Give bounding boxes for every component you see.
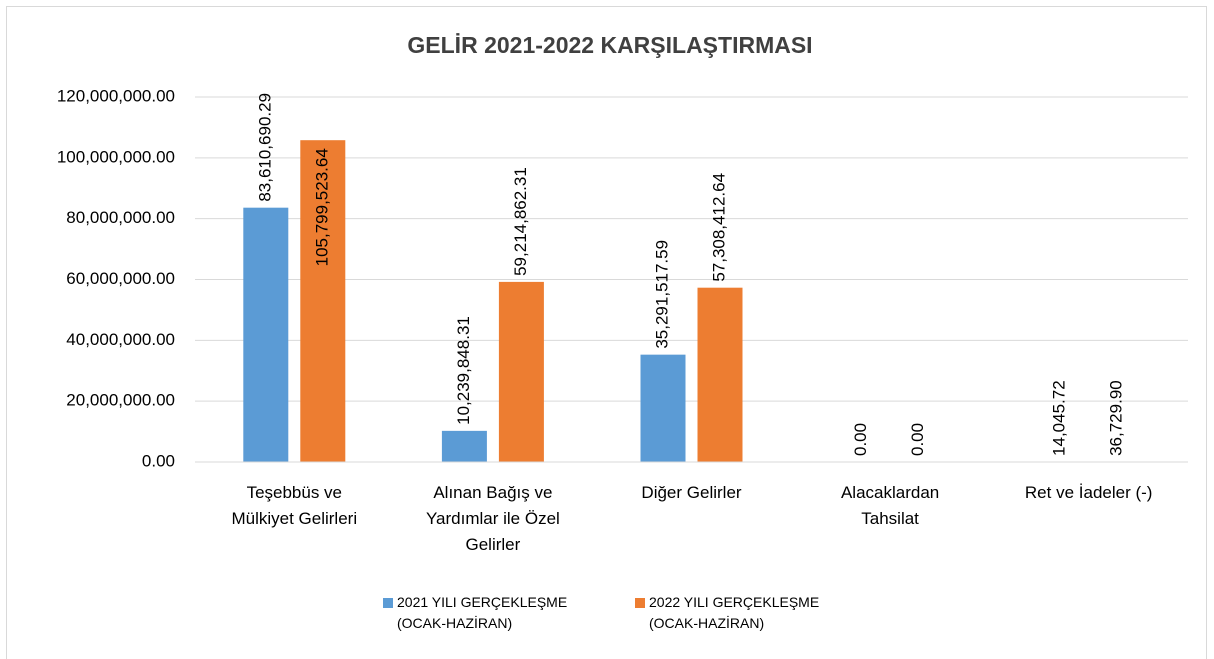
data-label: 10,239,848.31 <box>454 316 473 425</box>
y-tick-label: 80,000,000.00 <box>66 208 175 227</box>
legend-label: 2022 YILI GERÇEKLEŞME (OCAK-HAZİRAN) <box>649 594 820 631</box>
bar <box>697 287 743 462</box>
data-label: 0.00 <box>851 423 870 456</box>
bar <box>300 140 346 462</box>
x-tick-label: Alınan Bağış ve Yardımlar ile Özel Gelir… <box>425 483 560 554</box>
y-tick-label: 120,000,000.00 <box>57 86 175 105</box>
data-label: 105,799,523.64 <box>312 148 331 266</box>
x-tick-label: Diğer Gelirler <box>641 483 742 502</box>
x-tick-label: Ret ve İadeler (-) <box>1024 483 1153 502</box>
y-tick-label: 60,000,000.00 <box>66 269 175 288</box>
bar <box>243 207 289 462</box>
y-tick-label: 40,000,000.00 <box>66 330 175 349</box>
data-label: 36,729.90 <box>1107 380 1126 456</box>
legend-swatch <box>635 598 645 608</box>
x-tick-label: Teşebbüs ve Mülkiyet Gelirleri <box>231 483 358 528</box>
legend-label: 2021 YILI GERÇEKLEŞME (OCAK-HAZİRAN) <box>397 594 568 631</box>
y-tick-label: 0.00 <box>142 451 175 470</box>
data-label: 57,308,412.64 <box>709 173 728 282</box>
bar <box>640 354 686 462</box>
chart-title: GELİR 2021-2022 KARŞILAŞTIRMASI <box>407 32 812 58</box>
data-label: 0.00 <box>908 423 927 456</box>
y-tick-label: 100,000,000.00 <box>57 147 175 166</box>
legend-swatch <box>383 598 393 608</box>
bar <box>441 430 487 462</box>
x-tick-label: Alacaklardan Tahsilat <box>840 483 940 528</box>
data-label: 83,610,690.29 <box>255 93 274 202</box>
data-label: 14,045.72 <box>1050 380 1069 456</box>
bar <box>498 281 544 462</box>
data-label: 59,214,862.31 <box>511 167 530 276</box>
chart-border <box>6 6 1207 659</box>
data-label: 35,291,517.59 <box>652 240 671 349</box>
y-tick-label: 20,000,000.00 <box>66 391 175 410</box>
